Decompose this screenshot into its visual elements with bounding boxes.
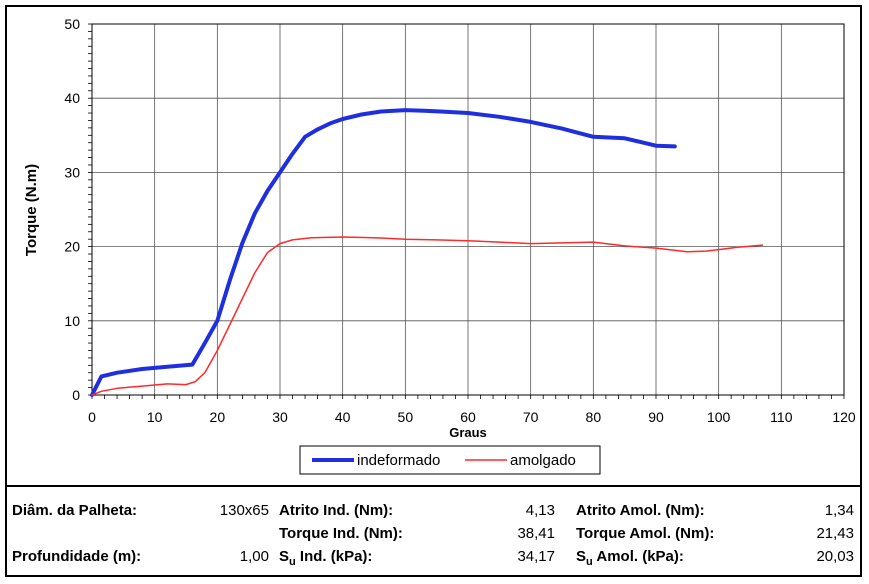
y-tick-label: 20 [64, 239, 80, 255]
x-tick-label: 70 [523, 409, 539, 425]
series-layer [90, 108, 764, 397]
y-tick-label: 10 [64, 313, 80, 329]
atrito-ind-value: 4,13 [525, 502, 555, 519]
su-amol-symbol: S [576, 548, 587, 565]
torque-chart: 0 10 20 30 40 50 0 10 20 30 40 50 60 70 80 90 100 110 120… [23, 16, 856, 475]
x-tick-label: 80 [586, 409, 602, 425]
y-tick-label: 40 [64, 90, 80, 106]
legend: indeformado amolgado [299, 445, 601, 475]
legend-label-indeformado: indeformado [357, 452, 440, 469]
x-tick-label: 30 [272, 409, 288, 425]
y-axis-label: Torque (N.m) [23, 164, 40, 256]
torque-ind-label: Torque Ind. (Nm): [279, 525, 403, 542]
su-ind-text: Ind. (kPa): [295, 548, 373, 565]
diam-value: 130x65 [219, 502, 269, 519]
atrito-amol-value: 1,34 [824, 502, 854, 519]
grid [88, 23, 845, 399]
atrito-amol-label: Atrito Amol. (Nm): [576, 502, 705, 519]
y-tick-label: 30 [64, 164, 80, 180]
x-tick-label: 0 [88, 409, 96, 425]
su-amol-text: Amol. (kPa): [592, 548, 684, 565]
su-ind-value: 34,17 [517, 548, 555, 565]
torque-ind-value: 38,41 [517, 525, 555, 542]
x-tick-label: 90 [648, 409, 664, 425]
su-ind-subscript: u [289, 556, 296, 568]
x-tick-label: 100 [707, 409, 731, 425]
series-line-indeformado [90, 108, 677, 397]
su-ind-symbol: S [279, 548, 290, 565]
prof-value: 1,00 [239, 548, 269, 565]
x-tick-label: 50 [398, 409, 414, 425]
x-tick-label: 60 [460, 409, 476, 425]
x-tick-label: 120 [832, 409, 856, 425]
diam-label: Diâm. da Palheta: [12, 502, 138, 519]
x-tick-label: 10 [147, 409, 163, 425]
y-tick-label: 50 [64, 16, 80, 32]
x-tick-label: 40 [335, 409, 351, 425]
su-amol-value: 20,03 [816, 548, 854, 565]
x-axis-label: Graus [449, 425, 487, 440]
y-tick-labels: 0 10 20 30 40 50 [64, 16, 80, 403]
series-line-amolgado [91, 236, 764, 396]
atrito-ind-label: Atrito Ind. (Nm): [279, 502, 394, 519]
legend-label-amolgado: amolgado [510, 452, 576, 469]
prof-label: Profundidade (m): [12, 548, 142, 565]
su-amol-subscript: u [586, 556, 593, 568]
x-tick-labels: 0 10 20 30 40 50 60 70 80 90 100 110 120 [88, 409, 856, 425]
plot-area [91, 23, 845, 396]
torque-amol-value: 21,43 [816, 525, 854, 542]
su-ind-label: Su Ind. (kPa): [279, 548, 372, 568]
y-tick-label: 0 [72, 387, 80, 403]
table-divider [5, 485, 862, 487]
x-tick-label: 110 [770, 409, 793, 425]
figure-frame [5, 5, 862, 577]
su-amol-label: Su Amol. (kPa): [576, 548, 684, 568]
torque-amol-label: Torque Amol. (Nm): [576, 525, 715, 542]
x-tick-label: 20 [210, 409, 226, 425]
